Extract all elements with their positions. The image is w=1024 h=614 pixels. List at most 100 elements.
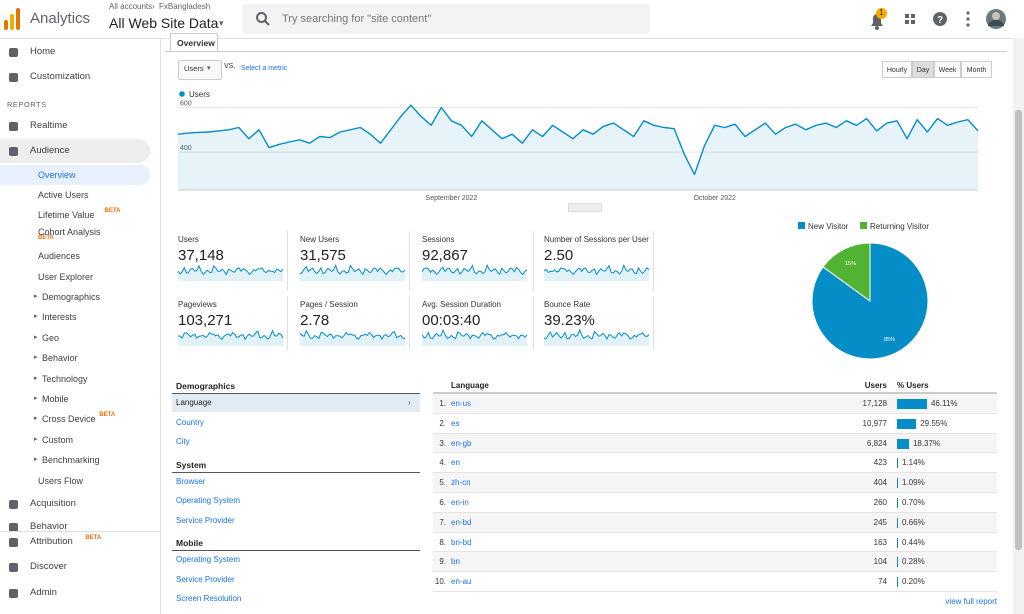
overview-highlight bbox=[0, 165, 150, 185]
nav-item[interactable]: Audiences bbox=[38, 251, 81, 261]
expand-arrow: ▸ bbox=[34, 436, 38, 443]
metric-sparkline bbox=[544, 328, 650, 346]
nav-item[interactable]: Active Users bbox=[38, 190, 89, 200]
dimension-link[interactable]: Operating System bbox=[176, 555, 241, 564]
nav-item[interactable]: Lifetime Value bbox=[38, 210, 95, 220]
language-link[interactable]: en bbox=[451, 458, 460, 468]
users-line bbox=[177, 104, 979, 176]
nav-item[interactable]: Interests bbox=[42, 312, 77, 322]
selected-row bbox=[172, 394, 420, 412]
nav-item[interactable]: Attribution bbox=[30, 536, 73, 547]
nav-item[interactable]: Realtime bbox=[30, 120, 68, 131]
tab-label[interactable]: Overview bbox=[177, 38, 215, 48]
nav-icon bbox=[9, 563, 18, 572]
section-rule bbox=[172, 393, 420, 394]
metric-card bbox=[296, 231, 410, 291]
nav-item[interactable]: Cross Device bbox=[42, 414, 96, 424]
language-link[interactable]: bn-bd bbox=[451, 537, 472, 547]
view-caret: ▾ bbox=[219, 18, 224, 28]
table-row bbox=[433, 394, 997, 414]
table-row bbox=[433, 552, 997, 573]
tab-border bbox=[170, 33, 218, 52]
view-selector[interactable]: All Web Site Data bbox=[109, 15, 219, 31]
rank: 5. bbox=[439, 478, 446, 488]
sparkline bbox=[422, 328, 528, 340]
granularity-button[interactable]: Month bbox=[961, 61, 992, 78]
metric-value: 00:03:40 bbox=[422, 312, 481, 329]
granularity-button[interactable]: Hourly bbox=[882, 61, 912, 78]
nav-item[interactable]: Home bbox=[30, 46, 56, 57]
table-row bbox=[433, 572, 997, 592]
metric-card bbox=[418, 296, 534, 350]
section-title: System bbox=[176, 459, 207, 470]
share-bar bbox=[897, 438, 909, 449]
language-link[interactable]: en-bd bbox=[451, 517, 472, 527]
plot-bg bbox=[178, 103, 978, 190]
select-metric[interactable]: Select a metric bbox=[241, 65, 288, 72]
nav-item[interactable]: User Explorer bbox=[38, 272, 94, 282]
nav-item[interactable]: Acquisition bbox=[30, 498, 76, 509]
nav-item[interactable]: Audience bbox=[30, 145, 70, 156]
nav-item[interactable]: Cohort Analysis bbox=[38, 227, 101, 237]
section-title: Demographics bbox=[176, 381, 236, 391]
nav-item[interactable]: Admin bbox=[30, 587, 57, 598]
dimension-link[interactable]: Service Provider bbox=[176, 574, 235, 584]
language-link[interactable]: bn bbox=[451, 557, 460, 567]
metric-card bbox=[296, 296, 410, 350]
pie-chart: New Visitor Returning Visitor 85% 15% bbox=[798, 222, 929, 360]
dimension-link[interactable]: Browser bbox=[176, 476, 206, 486]
language-link[interactable]: en-in bbox=[451, 498, 469, 507]
nav-item[interactable]: Custom bbox=[42, 435, 74, 445]
nav-item[interactable]: Behavior bbox=[30, 521, 68, 532]
language-link[interactable]: en-au bbox=[451, 577, 472, 587]
legend-dot bbox=[179, 91, 185, 97]
metric-value: 92,867 bbox=[422, 247, 468, 264]
share-label: 18.37% bbox=[912, 438, 941, 448]
rank: 10. bbox=[434, 577, 446, 587]
granularity-button[interactable]: Week bbox=[934, 61, 961, 78]
search-box[interactable] bbox=[242, 4, 650, 34]
nav-item[interactable]: Overview bbox=[38, 170, 76, 180]
users: 17,128 bbox=[862, 399, 887, 408]
nav-item[interactable]: Technology bbox=[42, 374, 88, 384]
beta-badge: BETA bbox=[38, 235, 54, 241]
vs-label: VS. bbox=[224, 63, 236, 70]
breadcrumb[interactable]: All accounts bbox=[109, 2, 153, 11]
users: 260 bbox=[873, 498, 887, 507]
table-row bbox=[433, 433, 997, 454]
dimension-link[interactable]: Country bbox=[176, 417, 205, 427]
nav-item[interactable]: Discover bbox=[30, 561, 67, 572]
metric-label: Users bbox=[184, 64, 204, 73]
language-link[interactable]: es bbox=[451, 418, 460, 428]
rank: 6. bbox=[439, 498, 446, 507]
nav-item[interactable]: Geo bbox=[42, 333, 60, 343]
dimension-link[interactable]: Service Provider bbox=[176, 515, 235, 525]
x-tick-label: September 2022 bbox=[426, 195, 478, 202]
language-link[interactable]: en-gb bbox=[451, 438, 472, 448]
nav-item[interactable]: Customization bbox=[30, 71, 91, 82]
view-full-report[interactable]: view full report bbox=[945, 597, 997, 606]
metric-sparkline-group bbox=[422, 263, 528, 281]
sparkline-area bbox=[178, 330, 283, 346]
nav-item[interactable]: Users Flow bbox=[38, 476, 84, 486]
language-link[interactable]: zh-cn bbox=[451, 478, 471, 488]
share-label: 29.55% bbox=[920, 418, 948, 428]
nav-item[interactable]: Demographics bbox=[42, 292, 101, 302]
nav-item[interactable]: Behavior bbox=[42, 353, 78, 363]
metric-sparkline bbox=[300, 329, 406, 346]
dimension-link[interactable]: Language bbox=[176, 398, 212, 407]
dimension-link[interactable]: Operating System bbox=[176, 496, 241, 505]
metric-sparkline-group bbox=[544, 328, 650, 346]
nav-item[interactable]: Mobile bbox=[42, 394, 69, 404]
metric-dropdown[interactable] bbox=[178, 60, 222, 80]
language-link[interactable]: en-us bbox=[451, 399, 472, 408]
tab-baseline bbox=[165, 51, 1007, 52]
share-label: 46.11% bbox=[930, 399, 958, 408]
breadcrumb-sep: › bbox=[152, 2, 155, 11]
metric-label: Pages / Session bbox=[300, 300, 358, 309]
dimension-link[interactable]: Screen Resolution bbox=[176, 594, 242, 603]
nav-item[interactable]: Benchmarking bbox=[42, 455, 100, 465]
dimension-link[interactable]: City bbox=[176, 437, 190, 446]
account-name[interactable]: FxBangladesh bbox=[159, 2, 211, 11]
granularity-button[interactable]: Day bbox=[912, 61, 934, 78]
